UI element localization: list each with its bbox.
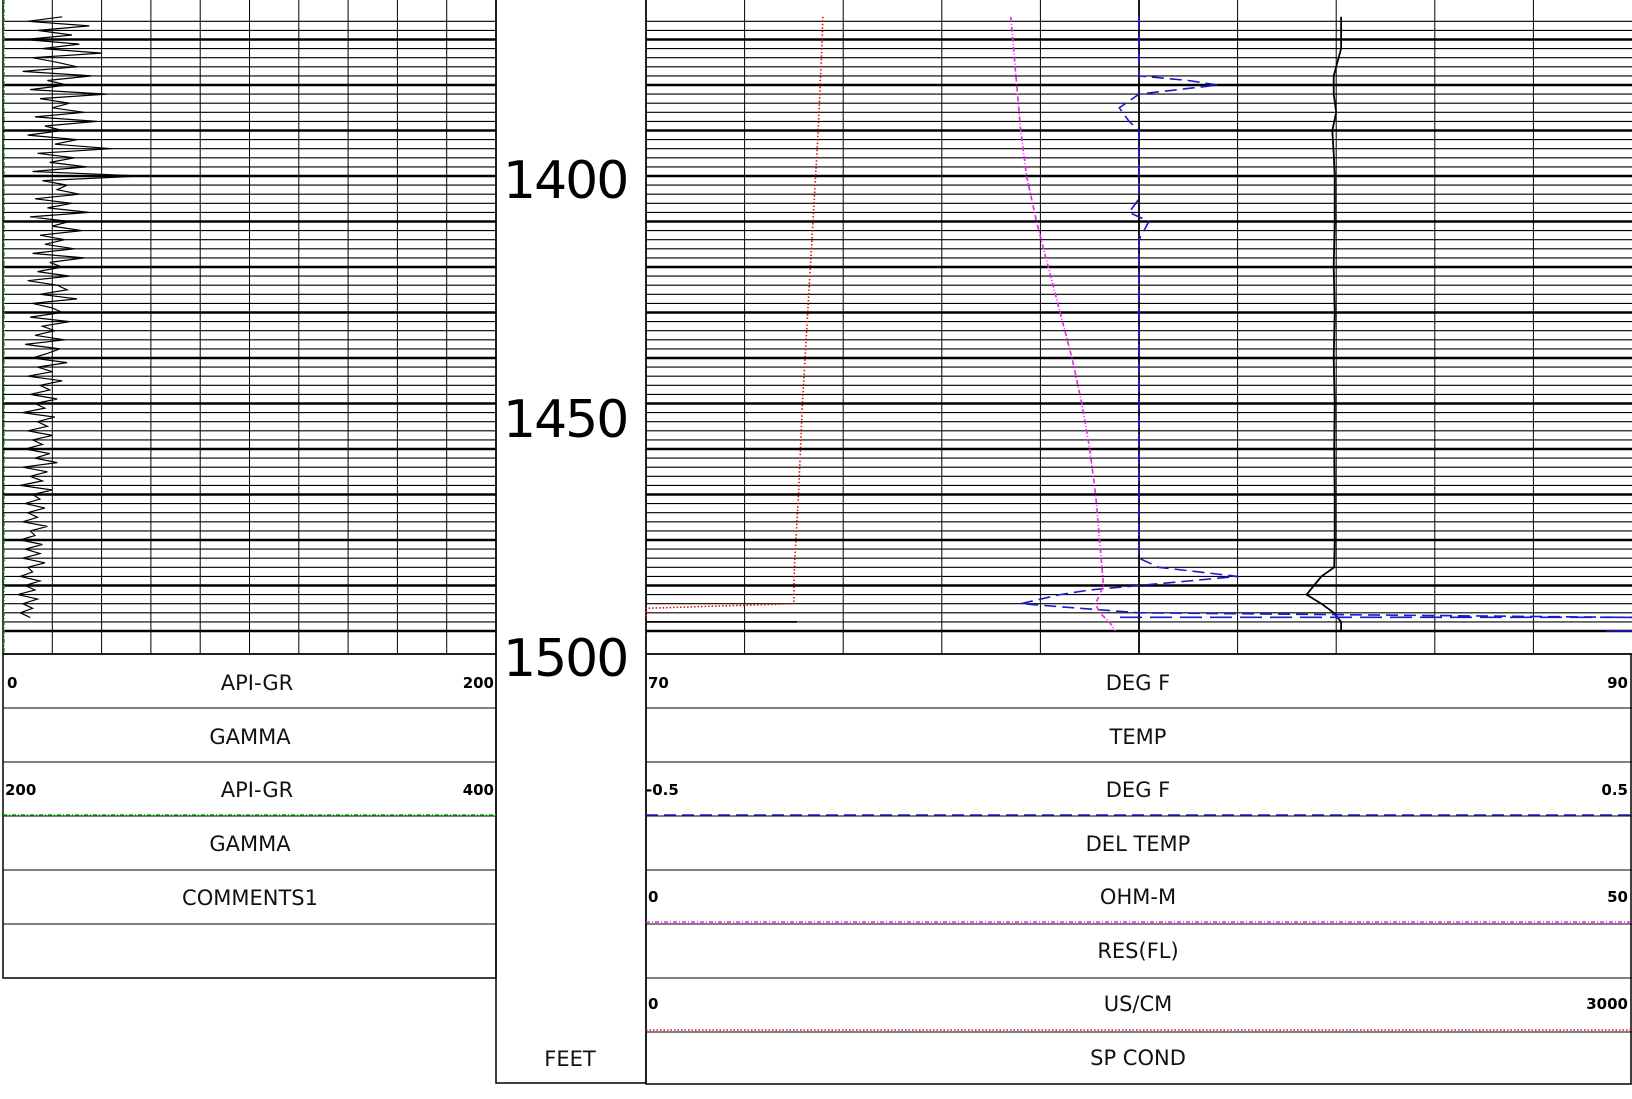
del-temp-curve	[1020, 16, 1632, 619]
gamma-b-scale-min: 200	[5, 781, 36, 799]
depth-label-1400: 1400	[503, 151, 627, 211]
sp-cond-name: SP COND	[1090, 1046, 1186, 1070]
temp-name: TEMP	[1109, 725, 1167, 749]
res-fl-scale-min: 0	[648, 888, 658, 906]
header-borders	[2, 653, 1632, 1085]
temp-scale-min: 70	[648, 674, 669, 692]
depth-label-1500: 1500	[503, 629, 627, 689]
curve-layer	[3, 0, 1632, 654]
gamma-a-name: GAMMA	[209, 725, 291, 749]
gamma-a-curve	[17, 16, 142, 618]
right-header-frame	[645, 653, 1632, 1085]
sp-cond-scale-min: 0	[648, 995, 658, 1013]
temp-curve	[1305, 16, 1342, 631]
del-temp-scale-min: -0.5	[646, 781, 679, 799]
del-temp-scale-max: 0.5	[1601, 781, 1628, 799]
gamma-a-unit: API-GR	[221, 671, 293, 695]
gamma-b-unit: API-GR	[221, 778, 293, 802]
depth-track-frame	[495, 0, 647, 1084]
depth-unit-label: FEET	[544, 1047, 596, 1071]
res-fl-curve	[1010, 16, 1116, 632]
del-temp-unit: DEG F	[1106, 778, 1170, 802]
temp-scale-max: 90	[1607, 674, 1628, 692]
del-temp-name: DEL TEMP	[1086, 832, 1191, 856]
temp-unit: DEG F	[1106, 671, 1170, 695]
res-fl-scale-max: 50	[1607, 888, 1628, 906]
sp-cond-unit: US/CM	[1104, 992, 1173, 1016]
sp-cond-scale-max: 3000	[1586, 995, 1628, 1013]
gamma-b-scale-max: 400	[463, 781, 494, 799]
res-fl-unit: OHM-M	[1100, 885, 1176, 909]
gamma-a-scale-max: 200	[463, 674, 494, 692]
depth-label-1450: 1450	[503, 390, 627, 450]
sp-cond-curve	[645, 16, 824, 618]
gamma-a-scale-min: 0	[7, 674, 17, 692]
comments-label: COMMENTS1	[182, 886, 318, 910]
res-fl-name: RES(FL)	[1097, 939, 1178, 963]
gamma-b-name: GAMMA	[209, 832, 291, 856]
